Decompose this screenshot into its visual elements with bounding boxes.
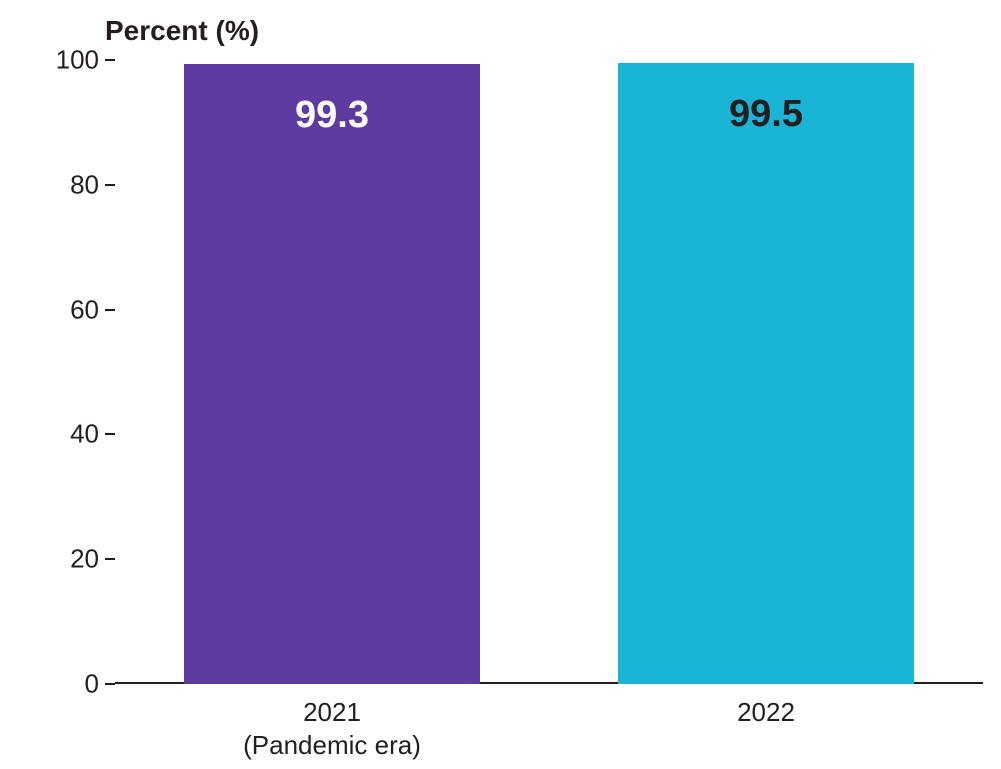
y-tick-mark xyxy=(105,309,115,311)
y-tick-mark xyxy=(105,184,115,186)
bar-value-label: 99.5 xyxy=(618,93,913,136)
category-label-line1: 2021 xyxy=(115,696,549,729)
y-tick-mark xyxy=(105,683,115,685)
plot-area: 02040608010099.399.5 xyxy=(115,60,983,684)
category-label-line2: (Pandemic era) xyxy=(115,729,549,762)
y-tick-label: 20 xyxy=(70,544,99,575)
y-tick-label: 80 xyxy=(70,169,99,200)
bar: 99.3 xyxy=(184,64,479,684)
chart-container: Percent (%) 0 20 40 60 80 100 99.3 99.5 2021(Pa… xyxy=(0,0,1001,769)
bar-value-label: 99.3 xyxy=(184,94,479,137)
category-label: 2022 xyxy=(549,696,983,729)
y-tick-mark xyxy=(105,59,115,61)
y-axis-title: Percent (%) xyxy=(105,15,259,47)
y-tick-label: 60 xyxy=(70,294,99,325)
category-label: 2021(Pandemic era) xyxy=(115,696,549,761)
y-tick-label: 40 xyxy=(70,419,99,450)
y-tick-mark xyxy=(105,558,115,560)
bar: 99.5 xyxy=(618,63,913,684)
y-tick-mark xyxy=(105,433,115,435)
y-tick-label: 100 xyxy=(56,45,99,76)
category-label-line1: 2022 xyxy=(549,696,983,729)
y-tick-label: 0 xyxy=(85,669,99,700)
